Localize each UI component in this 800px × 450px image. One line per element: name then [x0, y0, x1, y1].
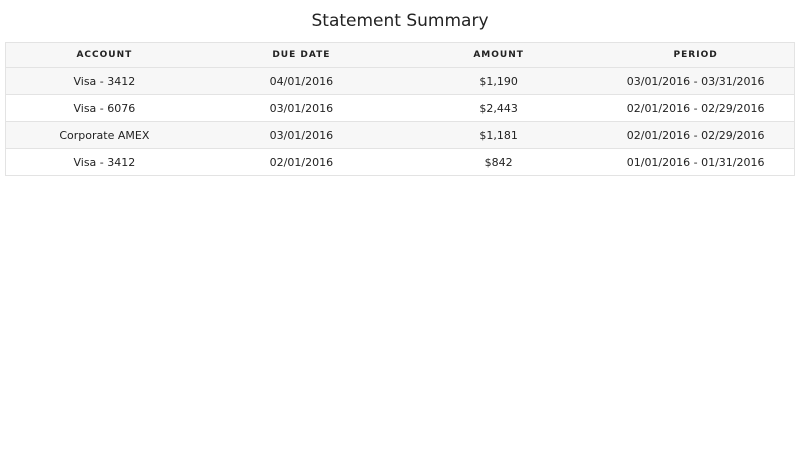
period-cell: 03/01/2016 - 03/31/2016	[597, 67, 795, 95]
account-cell: Visa - 3412	[5, 148, 203, 176]
account-cell: Corporate AMEX	[5, 121, 203, 149]
column-header-period: PERIOD	[597, 42, 795, 68]
account-cell: Visa - 6076	[5, 94, 203, 122]
table-row: Corporate AMEX 03/01/2016 $1,181 02/01/2…	[5, 121, 795, 149]
table-row: Visa - 3412 04/01/2016 $1,190 03/01/2016…	[5, 67, 795, 95]
due-date-cell: 03/01/2016	[202, 94, 400, 122]
table-row: Visa - 3412 02/01/2016 $842 01/01/2016 -…	[5, 148, 795, 176]
period-cell: 01/01/2016 - 01/31/2016	[597, 148, 795, 176]
amount-cell: $1,190	[400, 67, 598, 95]
table-row: Visa - 6076 03/01/2016 $2,443 02/01/2016…	[5, 94, 795, 122]
column-header-due-date: DUE DATE	[202, 42, 400, 68]
statement-table: ACCOUNT DUE DATE AMOUNT PERIOD Visa - 34…	[5, 42, 795, 176]
due-date-cell: 04/01/2016	[202, 67, 400, 95]
period-cell: 02/01/2016 - 02/29/2016	[597, 121, 795, 149]
period-cell: 02/01/2016 - 02/29/2016	[597, 94, 795, 122]
table-header: ACCOUNT DUE DATE AMOUNT PERIOD	[5, 42, 795, 68]
due-date-cell: 03/01/2016	[202, 121, 400, 149]
amount-cell: $2,443	[400, 94, 598, 122]
account-cell: Visa - 3412	[5, 67, 203, 95]
amount-cell: $1,181	[400, 121, 598, 149]
column-header-amount: AMOUNT	[400, 42, 598, 68]
due-date-cell: 02/01/2016	[202, 148, 400, 176]
column-header-account: ACCOUNT	[5, 42, 203, 68]
amount-cell: $842	[400, 148, 598, 176]
page-title: Statement Summary	[311, 11, 489, 31]
